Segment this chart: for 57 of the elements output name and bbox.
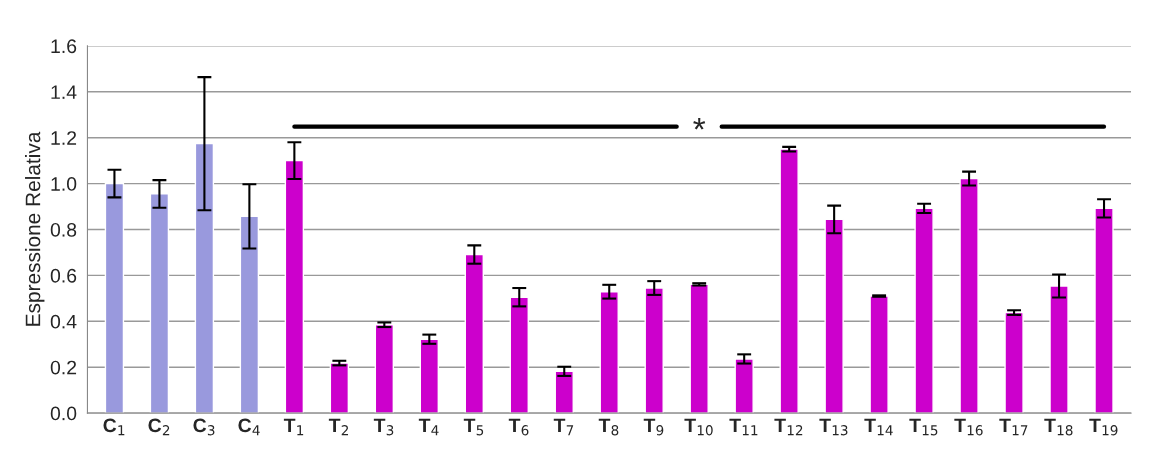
y-tick-label: 0.0 bbox=[50, 406, 77, 421]
bar bbox=[1049, 285, 1069, 414]
annotation: * bbox=[693, 117, 706, 130]
bar bbox=[689, 283, 709, 414]
x-tick-label: T$_{6}$ bbox=[508, 418, 529, 436]
x-tick-label: T$_{7}$ bbox=[553, 418, 574, 436]
y-tick-label: 1.6 bbox=[51, 39, 77, 54]
y-tick-label: 1.2 bbox=[51, 131, 77, 145]
y-tick-label: 1.4 bbox=[51, 85, 77, 99]
bar bbox=[779, 148, 799, 414]
x-tick-label: T$_{5}$ bbox=[463, 418, 484, 436]
x-tick-label: T$_{11}$ bbox=[729, 418, 758, 436]
bar bbox=[419, 338, 440, 414]
x-tick-label: T$_{3}$ bbox=[373, 418, 394, 436]
bar bbox=[329, 362, 350, 414]
x-tick-label: T$_{9}$ bbox=[643, 418, 664, 436]
bar bbox=[1094, 207, 1114, 414]
bar bbox=[509, 296, 529, 414]
bar bbox=[824, 218, 844, 414]
x-tick-label: T$_{15}$ bbox=[909, 418, 938, 436]
x-tick-label: T$_{13}$ bbox=[819, 418, 848, 436]
x-tick-label: C$_{3}$ bbox=[193, 418, 215, 436]
x-tick-label: T$_{19}$ bbox=[1089, 418, 1118, 436]
x-tick-label: T$_{2}$ bbox=[328, 418, 349, 436]
y-tick-label: 1.0 bbox=[51, 177, 77, 191]
y-tick-label: 0.6 bbox=[50, 268, 77, 283]
x-tick-label: T$_{17}$ bbox=[999, 418, 1028, 436]
y-axis-title: Espressione Relativa bbox=[25, 131, 45, 326]
x-tick-label: T$_{1}$ bbox=[283, 418, 304, 436]
bar bbox=[644, 287, 664, 414]
x-tick-label: C$_{1}$ bbox=[103, 418, 125, 436]
x-tick-label: C$_{2}$ bbox=[148, 418, 170, 436]
x-tick-label: C$_{4}$ bbox=[238, 418, 260, 436]
bar bbox=[284, 159, 305, 414]
bar bbox=[149, 193, 170, 414]
x-tick-label: T$_{18}$ bbox=[1044, 418, 1073, 436]
bar bbox=[239, 215, 260, 414]
y-tick-label: 0.2 bbox=[50, 360, 77, 375]
x-tick-label: T$_{16}$ bbox=[954, 418, 983, 436]
y-tick-label: 0.8 bbox=[50, 222, 77, 237]
bar bbox=[599, 290, 619, 414]
x-tick-label: T$_{8}$ bbox=[598, 418, 619, 436]
x-tick-label: T$_{12}$ bbox=[774, 418, 803, 436]
bar bbox=[464, 253, 484, 414]
bar bbox=[959, 177, 979, 414]
bar bbox=[734, 358, 754, 414]
bar bbox=[374, 324, 395, 414]
bar bbox=[104, 182, 125, 414]
bar bbox=[554, 370, 574, 414]
bar bbox=[914, 207, 934, 414]
y-tick-label: 0.4 bbox=[50, 314, 77, 329]
bar bbox=[194, 142, 215, 414]
bar bbox=[1004, 311, 1024, 414]
x-tick-label: T$_{4}$ bbox=[418, 418, 439, 436]
bar bbox=[869, 295, 889, 414]
x-tick-label: T$_{10}$ bbox=[684, 418, 713, 436]
x-tick-label: T$_{14}$ bbox=[864, 418, 893, 436]
